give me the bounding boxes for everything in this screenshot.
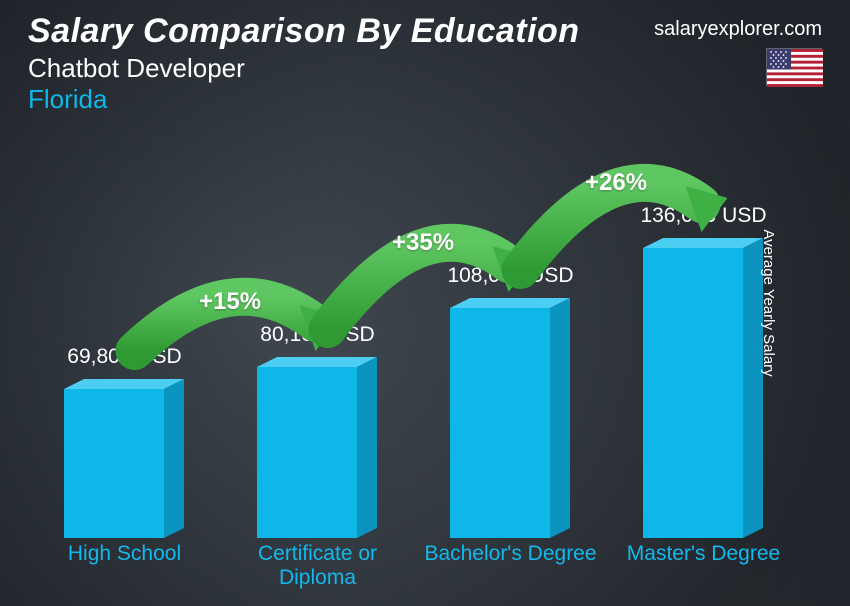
subtitle-location: Florida bbox=[28, 84, 822, 115]
delta-label: +26% bbox=[585, 169, 647, 197]
category-label: Master's Degree bbox=[611, 542, 796, 594]
delta-label: +35% bbox=[392, 229, 454, 257]
delta-label: +15% bbox=[199, 288, 261, 316]
delta-arcs-overlay bbox=[28, 118, 800, 538]
category-labels-row: High SchoolCertificate or DiplomaBachelo… bbox=[28, 542, 800, 594]
brand-label: salaryexplorer.com bbox=[654, 18, 822, 41]
subtitle-role: Chatbot Developer bbox=[28, 53, 822, 84]
y-axis-label: Average Yearly Salary bbox=[760, 229, 777, 376]
category-label: Bachelor's Degree bbox=[418, 542, 603, 594]
category-label: High School bbox=[32, 542, 217, 594]
category-label: Certificate or Diploma bbox=[225, 542, 410, 594]
salary-bar-chart: 69,800 USD 80,100 USD 108,000 USD 136,00… bbox=[28, 114, 800, 594]
us-flag-icon bbox=[766, 48, 822, 86]
